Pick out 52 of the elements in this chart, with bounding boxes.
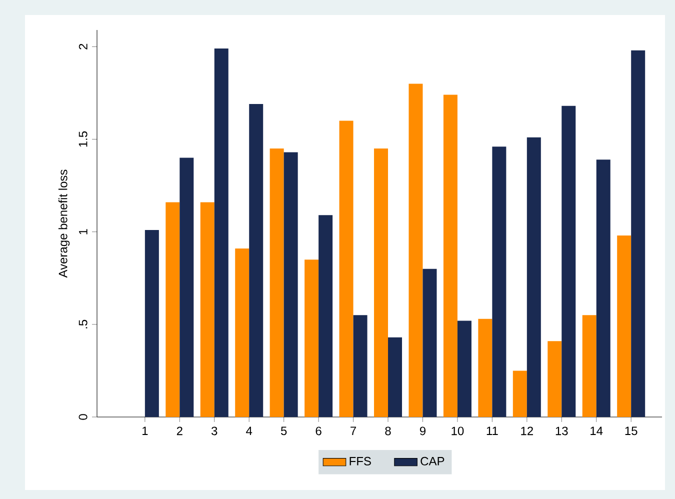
x-tick-label: 15 [625,426,638,436]
bar [422,268,437,417]
bar [443,94,458,417]
bar [235,248,250,417]
bar [339,120,354,417]
bar [512,370,527,417]
bar [457,320,472,417]
x-tick-label: 3 [212,426,218,436]
x-tick-label: 12 [521,426,533,436]
bar [284,152,298,417]
bar [526,137,541,417]
y-tick-label: 0 [78,414,88,420]
legend-label: FFS [350,456,371,466]
bar [408,84,423,417]
bar [166,202,180,417]
bar [144,230,159,417]
bar [492,146,506,417]
x-tick-label: 7 [350,426,356,435]
bar [318,215,333,417]
x-tick-label: 10 [452,426,464,436]
x-tick-label: 2 [176,426,182,436]
bar [596,160,610,417]
bar [353,315,368,417]
bar [388,337,402,417]
x-tick-label: 8 [385,426,391,436]
bar [478,318,492,417]
bar [304,260,319,417]
bar [214,48,228,417]
x-tick-label: 4 [246,426,252,435]
y-tick-label: 1.5 [78,131,88,147]
bar [631,50,646,417]
bar [180,158,194,417]
y-tick-label: .5 [78,320,88,328]
y-tick-label: 1 [79,229,88,234]
bar [617,236,632,417]
x-tick-label: 9 [420,426,426,436]
bar [374,148,388,417]
bar [200,202,214,417]
x-tick-label: 6 [316,426,322,436]
x-tick-label: 1 [142,426,148,435]
x-tick-label: 5 [280,426,287,436]
x-tick-label: 13 [556,426,568,436]
bar [582,315,596,417]
bar [249,104,264,417]
bar [270,148,284,417]
x-tick-label: 11 [486,426,498,435]
y-axis-title: Average benefit loss [58,170,70,278]
x-tick-label: 14 [590,426,603,435]
y-tick-label: 2 [78,44,88,50]
legend-label: CAP [420,456,444,466]
bar [548,341,562,417]
bar [562,106,576,417]
